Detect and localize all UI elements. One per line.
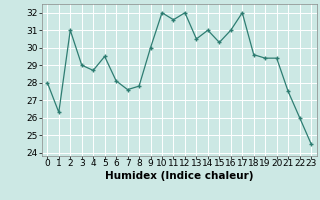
X-axis label: Humidex (Indice chaleur): Humidex (Indice chaleur) <box>105 171 253 181</box>
